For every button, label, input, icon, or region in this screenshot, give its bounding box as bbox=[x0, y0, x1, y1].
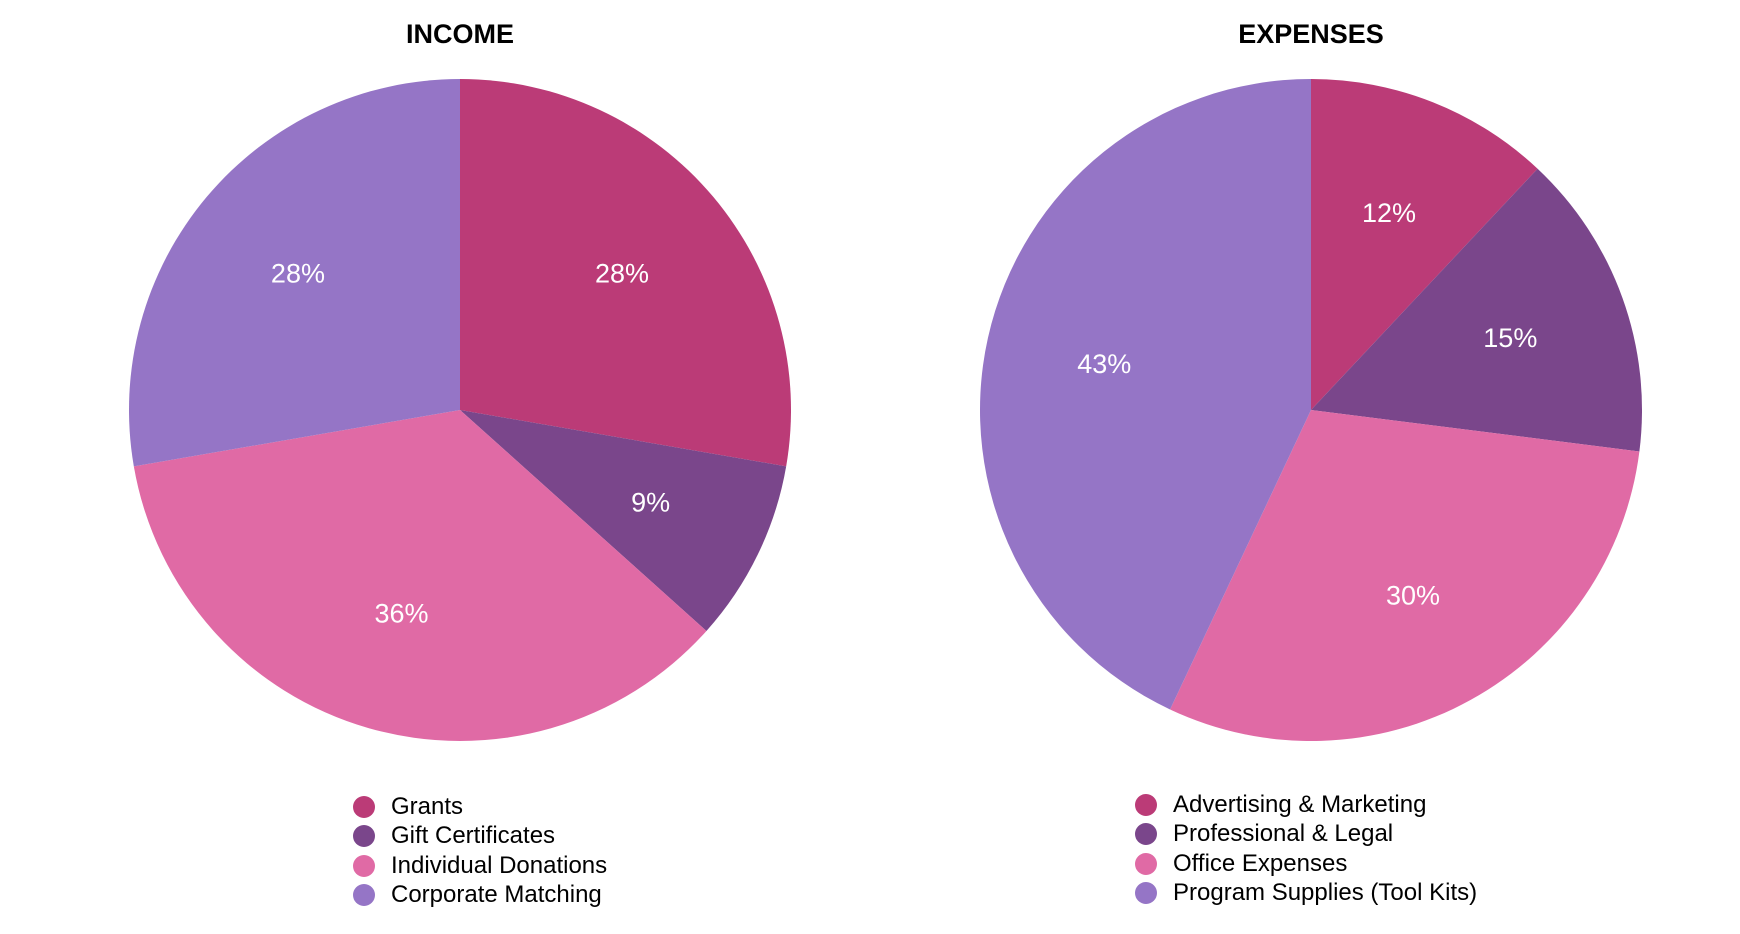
expenses-chart-title: EXPENSES bbox=[1238, 19, 1384, 49]
pie-slice-professional-legal bbox=[1311, 168, 1643, 452]
slice-percent-label: 36% bbox=[374, 599, 428, 629]
expenses-chart-panel: EXPENSES 12% 15% 30% 43% Advertising & Mark… bbox=[870, 0, 1740, 934]
expenses-legend-item: Office Expenses bbox=[1135, 849, 1477, 879]
expenses-legend-item: Professional & Legal bbox=[1135, 820, 1477, 850]
slice-percent-label: 28% bbox=[271, 259, 325, 289]
expenses-pie-chart: EXPENSES 12% 15% 30% 43% bbox=[979, 19, 1643, 742]
legend-swatch-icon bbox=[1135, 882, 1157, 905]
income-legend-item: Gift Certificates bbox=[353, 822, 607, 852]
legend-label: Program Supplies (Tool Kits) bbox=[1173, 879, 1478, 907]
legend-label: Gift Certificates bbox=[391, 822, 556, 850]
expenses-legend-item: Advertising & Marketing bbox=[1135, 790, 1477, 820]
slice-percent-label: 43% bbox=[1077, 349, 1131, 379]
pie-slice-corporate-matching bbox=[128, 79, 460, 467]
slice-percent-label: 12% bbox=[1362, 198, 1416, 228]
expenses-slices bbox=[979, 78, 1643, 742]
pie-slice-office-expenses bbox=[1170, 410, 1640, 742]
expenses-legend: Advertising & Marketing Professional & L… bbox=[1135, 790, 1477, 908]
pie-slice-grants bbox=[460, 79, 792, 467]
legend-swatch-icon bbox=[1135, 852, 1157, 875]
pie-slice-individual-donations bbox=[133, 410, 707, 742]
income-legend-item: Grants bbox=[353, 792, 607, 822]
legend-label: Corporate Matching bbox=[391, 881, 602, 909]
slice-percent-label: 9% bbox=[631, 487, 670, 517]
income-legend-item: Corporate Matching bbox=[353, 881, 607, 911]
legend-swatch-icon bbox=[353, 825, 375, 848]
legend-label: Professional & Legal bbox=[1173, 820, 1394, 848]
expenses-legend-item: Program Supplies (Tool Kits) bbox=[1135, 879, 1477, 909]
pie-slice-gift-certificates bbox=[460, 410, 787, 631]
income-chart-panel: INCOME 28% 9% 36% 28% Grants Gift Certifica… bbox=[128, 19, 792, 910]
legend-swatch-icon bbox=[353, 795, 375, 818]
legend-swatch-icon bbox=[1135, 793, 1157, 816]
legend-label: Advertising & Marketing bbox=[1173, 790, 1427, 818]
pie-slice-program-supplies-tool-kits bbox=[979, 78, 1311, 710]
pie-slice-advertising-marketing bbox=[1311, 79, 1538, 410]
legend-label: Grants bbox=[391, 792, 464, 820]
income-legend-item: Individual Donations bbox=[353, 851, 607, 881]
expenses-slice-labels: 12% 15% 30% 43% bbox=[1077, 198, 1537, 611]
income-pie-chart: INCOME 28% 9% 36% 28% bbox=[128, 19, 792, 742]
slice-percent-label: 15% bbox=[1483, 323, 1537, 353]
legend-label: Individual Donations bbox=[391, 851, 608, 879]
legend-swatch-icon bbox=[353, 884, 375, 907]
income-slices bbox=[128, 79, 792, 742]
legend-label: Office Expenses bbox=[1173, 849, 1348, 877]
legend-swatch-icon bbox=[353, 854, 375, 877]
slice-percent-label: 28% bbox=[595, 259, 649, 289]
legend-swatch-icon bbox=[1135, 823, 1157, 846]
income-chart-title: INCOME bbox=[406, 19, 514, 49]
income-slice-labels: 28% 9% 36% 28% bbox=[271, 259, 670, 629]
slice-percent-label: 30% bbox=[1386, 581, 1440, 611]
income-legend: Grants Gift Certificates Individual Dona… bbox=[353, 792, 607, 910]
